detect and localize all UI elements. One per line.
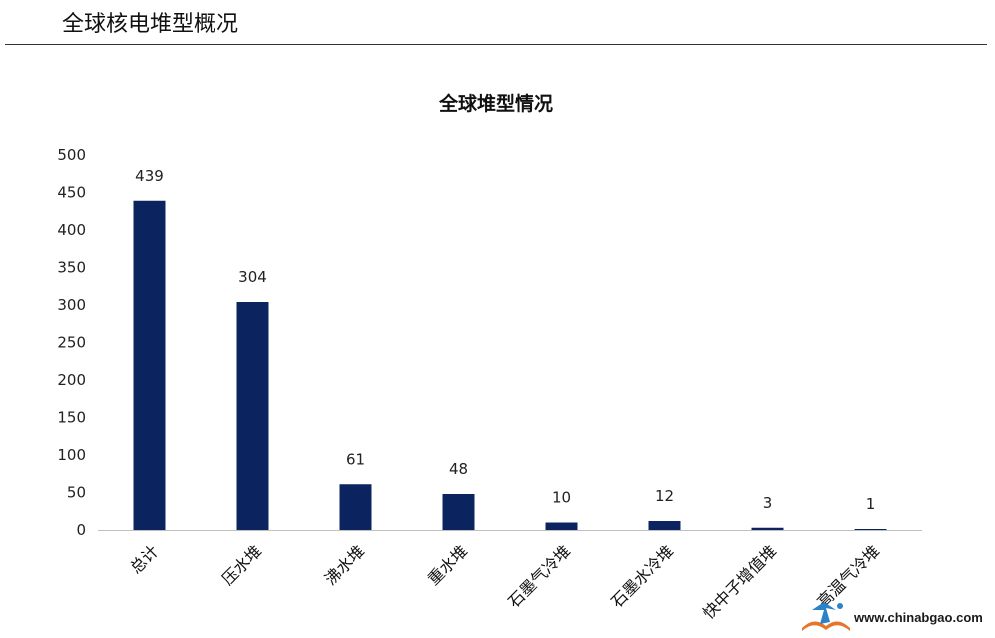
y-axis: 0 50 100 150 200 250 300 350 400 450 500 <box>57 146 86 539</box>
data-label: 61 <box>346 450 365 468</box>
bar <box>751 527 784 530</box>
x-tick-label: 快中子增值堆 <box>699 541 780 622</box>
data-label: 48 <box>449 460 468 478</box>
data-label: 439 <box>135 167 164 185</box>
y-tick-label: 250 <box>57 334 86 352</box>
watermark-text: www.chinabgao.com <box>854 610 983 625</box>
y-tick-label: 0 <box>76 521 86 539</box>
x-tick-label: 压水堆 <box>218 541 265 588</box>
data-label: 10 <box>552 489 571 507</box>
x-axis: 总计 压水堆 沸水堆 重水堆 石墨气冷堆 石墨水冷堆 快中子增值堆 高温气冷堆 <box>98 530 922 623</box>
bar <box>545 522 578 530</box>
bar <box>133 200 166 530</box>
data-label: 12 <box>655 487 674 505</box>
y-tick-label: 300 <box>57 296 86 314</box>
bar-series: 439 304 61 48 10 12 3 1 <box>133 167 887 530</box>
data-label: 1 <box>866 495 876 513</box>
chinabgao-logo-icon <box>802 602 850 631</box>
x-tick-label: 总计 <box>126 541 162 577</box>
watermark: www.chinabgao.com <box>800 598 990 634</box>
x-tick-label: 石墨水冷堆 <box>607 541 677 611</box>
x-tick-label: 沸水堆 <box>321 541 368 588</box>
bar <box>442 494 475 530</box>
header-divider <box>5 44 987 45</box>
bar <box>648 521 681 530</box>
y-tick-label: 50 <box>67 484 86 502</box>
y-tick-label: 350 <box>57 259 86 277</box>
y-tick-label: 400 <box>57 221 86 239</box>
data-label: 3 <box>763 494 773 512</box>
y-tick-label: 100 <box>57 446 86 464</box>
bar <box>339 484 372 530</box>
bar <box>854 529 887 530</box>
bar <box>236 302 269 530</box>
chart-title: 全球堆型情况 <box>438 92 553 115</box>
x-tick-label: 石墨气冷堆 <box>504 541 574 611</box>
y-tick-label: 200 <box>57 371 86 389</box>
y-tick-label: 450 <box>57 184 86 202</box>
y-tick-label: 500 <box>57 146 86 164</box>
data-label: 304 <box>238 268 267 286</box>
x-tick-label: 重水堆 <box>424 541 471 588</box>
y-tick-label: 150 <box>57 409 86 427</box>
page-header: 全球核电堆型概况 <box>0 0 995 46</box>
page-title: 全球核电堆型概况 <box>62 12 239 37</box>
